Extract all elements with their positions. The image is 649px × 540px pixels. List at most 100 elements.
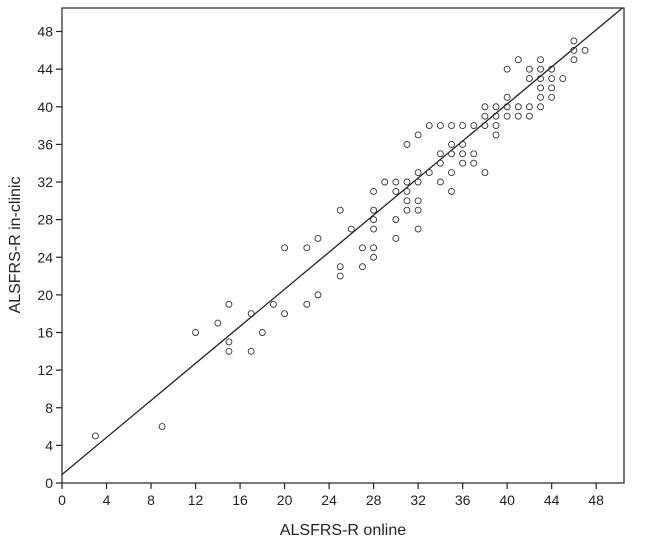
- x-tick-label: 20: [277, 492, 293, 508]
- y-tick-label: 0: [45, 475, 53, 491]
- data-point: [414, 131, 422, 139]
- data-point: [448, 140, 455, 148]
- data-point: [503, 103, 511, 111]
- data-point: [459, 140, 467, 148]
- x-tick-label: 48: [588, 492, 604, 508]
- data-point: [448, 187, 455, 195]
- data-point: [548, 65, 556, 73]
- y-tick-label: 48: [37, 24, 53, 40]
- x-tick-label: 0: [58, 492, 66, 508]
- data-point: [414, 178, 422, 186]
- data-point: [448, 169, 455, 177]
- data-point: [336, 263, 344, 271]
- y-tick-label: 8: [45, 400, 53, 416]
- data-point: [403, 140, 411, 148]
- data-point: [370, 206, 378, 214]
- data-point: [537, 65, 544, 73]
- data-point: [425, 122, 433, 130]
- data-point: [414, 169, 422, 177]
- data-point: [459, 122, 467, 130]
- data-point: [192, 329, 199, 336]
- data-point: [336, 206, 344, 214]
- data-point: [392, 234, 400, 242]
- x-tick-label: 40: [499, 492, 515, 508]
- data-point: [359, 263, 366, 271]
- data-point: [537, 56, 544, 64]
- y-tick-label: 44: [37, 61, 53, 77]
- data-point: [537, 103, 544, 111]
- data-point: [247, 347, 255, 355]
- data-point: [91, 432, 99, 440]
- data-point: [392, 216, 400, 224]
- data-point: [514, 56, 522, 64]
- data-point: [503, 112, 511, 120]
- data-point: [336, 272, 344, 280]
- x-axis-title: ALSFRS-R online: [280, 522, 406, 539]
- data-point: [436, 122, 444, 130]
- x-tick-label: 44: [544, 492, 560, 508]
- data-point: [548, 84, 556, 92]
- data-point: [436, 159, 444, 167]
- y-tick-label: 16: [37, 325, 53, 341]
- data-point: [381, 178, 389, 186]
- data-point: [559, 75, 567, 82]
- data-point: [492, 122, 500, 130]
- data-point: [436, 178, 444, 186]
- data-point: [570, 37, 578, 45]
- data-point: [214, 319, 222, 327]
- data-point: [303, 244, 311, 252]
- data-point: [537, 84, 544, 92]
- data-point: [258, 329, 266, 336]
- data-point: [514, 112, 522, 120]
- data-point: [470, 122, 478, 130]
- data-point: [448, 150, 455, 158]
- y-tick-label: 20: [37, 287, 53, 303]
- data-point: [525, 75, 533, 82]
- data-point: [370, 187, 378, 195]
- data-point: [459, 150, 467, 158]
- data-point: [370, 244, 378, 252]
- data-point: [281, 310, 289, 318]
- x-tick-label: 28: [366, 492, 382, 508]
- data-points: [91, 37, 589, 440]
- data-point: [392, 187, 400, 195]
- data-point: [503, 93, 511, 101]
- x-tick-label: 8: [147, 492, 155, 508]
- data-point: [225, 338, 233, 346]
- data-point: [225, 347, 233, 355]
- data-point: [481, 122, 489, 130]
- data-point: [247, 310, 255, 318]
- data-point: [414, 197, 422, 205]
- data-point: [370, 253, 378, 261]
- data-point: [314, 234, 322, 242]
- plot-area: [61, 7, 625, 484]
- y-axis-title: ALSFRS-R in-clinic: [7, 177, 24, 314]
- data-point: [481, 103, 489, 111]
- data-point: [459, 159, 467, 167]
- data-point: [492, 131, 500, 139]
- data-point: [370, 225, 378, 233]
- data-point: [403, 197, 411, 205]
- y-tick-label: 28: [37, 212, 53, 228]
- data-point: [548, 93, 556, 101]
- x-tick-label: 24: [321, 492, 337, 508]
- axis-ticks: [56, 30, 597, 489]
- data-point: [492, 103, 500, 111]
- data-point: [448, 122, 455, 130]
- data-point: [481, 112, 489, 120]
- data-point: [525, 65, 533, 73]
- y-tick-label: 24: [37, 249, 53, 265]
- data-point: [359, 244, 366, 252]
- data-point: [414, 225, 422, 233]
- data-point: [403, 206, 411, 214]
- data-point: [537, 75, 544, 82]
- data-point: [281, 244, 289, 252]
- data-point: [481, 169, 489, 177]
- data-point: [225, 300, 233, 308]
- data-point: [548, 75, 556, 82]
- data-point: [537, 93, 544, 101]
- data-point: [392, 178, 400, 186]
- data-point: [314, 291, 322, 299]
- axis-tick-labels: 0 4 8 12 16 20 24 28 32 36 40 44 4804812162024283236…: [37, 24, 604, 508]
- y-tick-label: 40: [37, 99, 53, 115]
